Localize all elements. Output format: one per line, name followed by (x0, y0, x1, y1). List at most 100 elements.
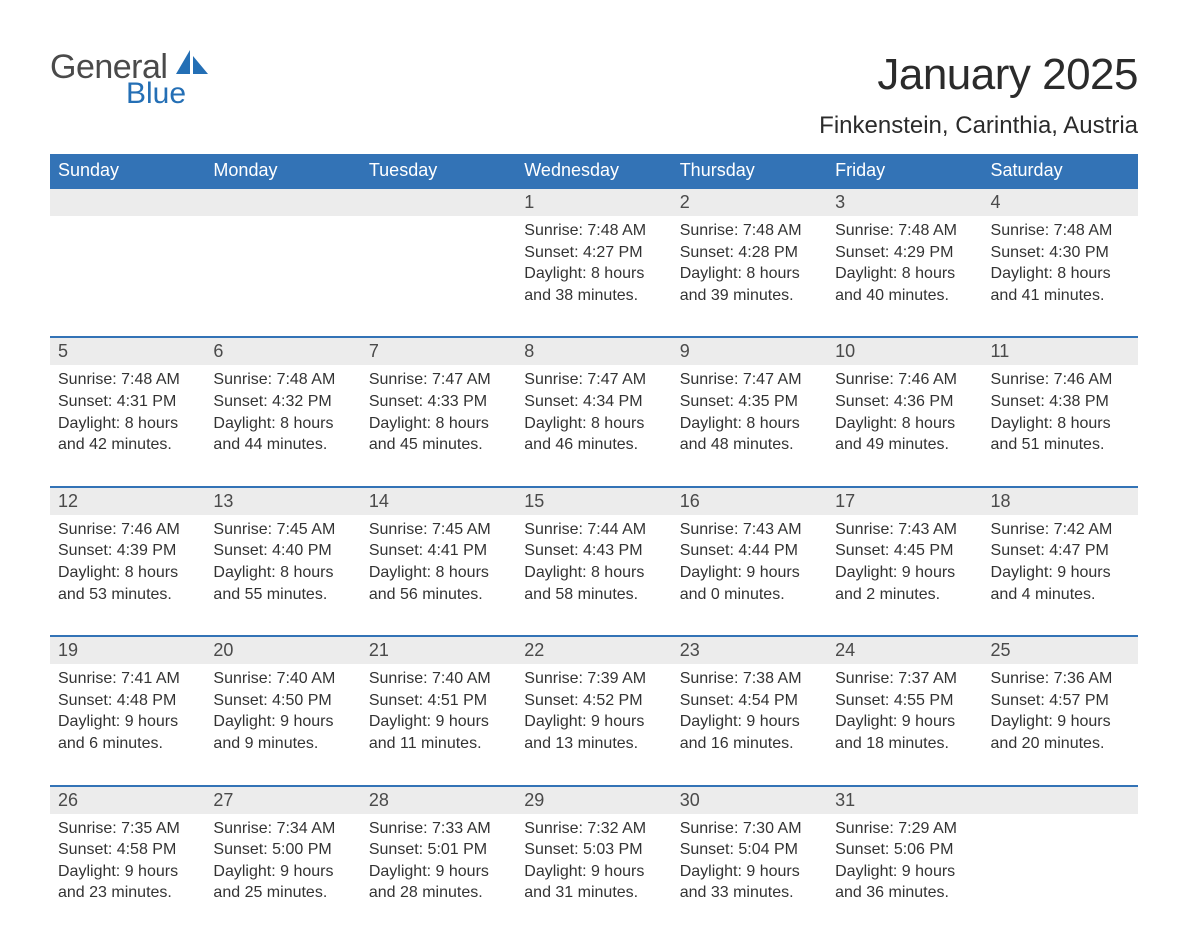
day-number: 17 (827, 487, 982, 515)
daylight-text: Daylight: 8 hours (213, 413, 352, 435)
sunset-text: Sunset: 4:50 PM (213, 690, 352, 712)
day-detail: Sunrise: 7:42 AMSunset: 4:47 PMDaylight:… (983, 515, 1138, 636)
sunset-text: Sunset: 5:00 PM (213, 839, 352, 861)
week-detail-row: Sunrise: 7:46 AMSunset: 4:39 PMDaylight:… (50, 515, 1138, 636)
sunrise-text: Sunrise: 7:48 AM (58, 369, 197, 391)
day-number: 14 (361, 487, 516, 515)
brand-blue: Blue (126, 82, 210, 106)
day-number: 7 (361, 337, 516, 365)
brand-logo: General Blue (50, 50, 210, 106)
sunset-text: Sunset: 4:57 PM (991, 690, 1130, 712)
daylight-text: Daylight: 9 hours (58, 711, 197, 733)
daylight-text: and 44 minutes. (213, 434, 352, 456)
sunset-text: Sunset: 5:03 PM (524, 839, 663, 861)
day-number: 25 (983, 636, 1138, 664)
sunset-text: Sunset: 5:01 PM (369, 839, 508, 861)
week-detail-row: Sunrise: 7:48 AMSunset: 4:31 PMDaylight:… (50, 365, 1138, 486)
sunrise-text: Sunrise: 7:40 AM (369, 668, 508, 690)
daylight-text: Daylight: 9 hours (835, 711, 974, 733)
day-number: 30 (672, 786, 827, 814)
calendar-header: Sunday Monday Tuesday Wednesday Thursday… (50, 154, 1138, 188)
day-detail: Sunrise: 7:46 AMSunset: 4:39 PMDaylight:… (50, 515, 205, 636)
day-number (361, 188, 516, 216)
day-detail: Sunrise: 7:44 AMSunset: 4:43 PMDaylight:… (516, 515, 671, 636)
sunset-text: Sunset: 4:48 PM (58, 690, 197, 712)
sunrise-text: Sunrise: 7:48 AM (213, 369, 352, 391)
day-number: 28 (361, 786, 516, 814)
week-detail-row: Sunrise: 7:48 AMSunset: 4:27 PMDaylight:… (50, 216, 1138, 337)
daylight-text: Daylight: 9 hours (524, 711, 663, 733)
daylight-text: and 2 minutes. (835, 584, 974, 606)
month-title: January 2025 (819, 50, 1138, 100)
daylight-text: and 53 minutes. (58, 584, 197, 606)
daylight-text: and 45 minutes. (369, 434, 508, 456)
sunrise-text: Sunrise: 7:39 AM (524, 668, 663, 690)
day-detail: Sunrise: 7:48 AMSunset: 4:32 PMDaylight:… (205, 365, 360, 486)
sunrise-text: Sunrise: 7:45 AM (213, 519, 352, 541)
day-number: 6 (205, 337, 360, 365)
day-detail: Sunrise: 7:46 AMSunset: 4:36 PMDaylight:… (827, 365, 982, 486)
weekday-header: Monday (205, 154, 360, 188)
daylight-text: and 48 minutes. (680, 434, 819, 456)
day-detail: Sunrise: 7:43 AMSunset: 4:45 PMDaylight:… (827, 515, 982, 636)
sunrise-text: Sunrise: 7:35 AM (58, 818, 197, 840)
sunrise-text: Sunrise: 7:33 AM (369, 818, 508, 840)
day-number: 26 (50, 786, 205, 814)
daylight-text: and 33 minutes. (680, 882, 819, 904)
day-detail (361, 216, 516, 337)
sunset-text: Sunset: 4:30 PM (991, 242, 1130, 264)
day-number: 8 (516, 337, 671, 365)
sunrise-text: Sunrise: 7:29 AM (835, 818, 974, 840)
daylight-text: and 25 minutes. (213, 882, 352, 904)
day-detail: Sunrise: 7:40 AMSunset: 4:50 PMDaylight:… (205, 664, 360, 785)
sunrise-text: Sunrise: 7:46 AM (991, 369, 1130, 391)
daylight-text: Daylight: 9 hours (991, 562, 1130, 584)
daylight-text: Daylight: 8 hours (213, 562, 352, 584)
daylight-text: and 41 minutes. (991, 285, 1130, 307)
day-number: 16 (672, 487, 827, 515)
daylight-text: and 56 minutes. (369, 584, 508, 606)
day-detail: Sunrise: 7:48 AMSunset: 4:30 PMDaylight:… (983, 216, 1138, 337)
day-number: 2 (672, 188, 827, 216)
daylight-text: and 36 minutes. (835, 882, 974, 904)
day-detail: Sunrise: 7:48 AMSunset: 4:28 PMDaylight:… (672, 216, 827, 337)
day-number (983, 786, 1138, 814)
daylight-text: Daylight: 8 hours (991, 413, 1130, 435)
day-detail: Sunrise: 7:38 AMSunset: 4:54 PMDaylight:… (672, 664, 827, 785)
daylight-text: Daylight: 8 hours (58, 413, 197, 435)
weekday-header: Wednesday (516, 154, 671, 188)
sunset-text: Sunset: 4:31 PM (58, 391, 197, 413)
day-detail: Sunrise: 7:47 AMSunset: 4:34 PMDaylight:… (516, 365, 671, 486)
daylight-text: Daylight: 8 hours (680, 413, 819, 435)
sunrise-text: Sunrise: 7:30 AM (680, 818, 819, 840)
daylight-text: and 4 minutes. (991, 584, 1130, 606)
day-detail: Sunrise: 7:37 AMSunset: 4:55 PMDaylight:… (827, 664, 982, 785)
daylight-text: Daylight: 8 hours (369, 413, 508, 435)
day-number: 12 (50, 487, 205, 515)
daylight-text: Daylight: 9 hours (369, 711, 508, 733)
day-detail: Sunrise: 7:41 AMSunset: 4:48 PMDaylight:… (50, 664, 205, 785)
sunrise-text: Sunrise: 7:48 AM (991, 220, 1130, 242)
day-number: 13 (205, 487, 360, 515)
day-number: 31 (827, 786, 982, 814)
daylight-text: Daylight: 8 hours (524, 562, 663, 584)
day-detail: Sunrise: 7:32 AMSunset: 5:03 PMDaylight:… (516, 814, 671, 934)
week-number-row: 262728293031 (50, 786, 1138, 814)
daylight-text: Daylight: 9 hours (991, 711, 1130, 733)
week-number-row: 12131415161718 (50, 487, 1138, 515)
daylight-text: Daylight: 9 hours (835, 562, 974, 584)
day-number: 18 (983, 487, 1138, 515)
day-number (50, 188, 205, 216)
day-number: 3 (827, 188, 982, 216)
sunset-text: Sunset: 4:44 PM (680, 540, 819, 562)
day-number: 19 (50, 636, 205, 664)
sunrise-text: Sunrise: 7:37 AM (835, 668, 974, 690)
sunrise-text: Sunrise: 7:48 AM (835, 220, 974, 242)
daylight-text: and 46 minutes. (524, 434, 663, 456)
sunrise-text: Sunrise: 7:47 AM (524, 369, 663, 391)
day-number: 9 (672, 337, 827, 365)
sunrise-text: Sunrise: 7:47 AM (680, 369, 819, 391)
daylight-text: and 13 minutes. (524, 733, 663, 755)
daylight-text: Daylight: 8 hours (369, 562, 508, 584)
daylight-text: Daylight: 9 hours (213, 711, 352, 733)
